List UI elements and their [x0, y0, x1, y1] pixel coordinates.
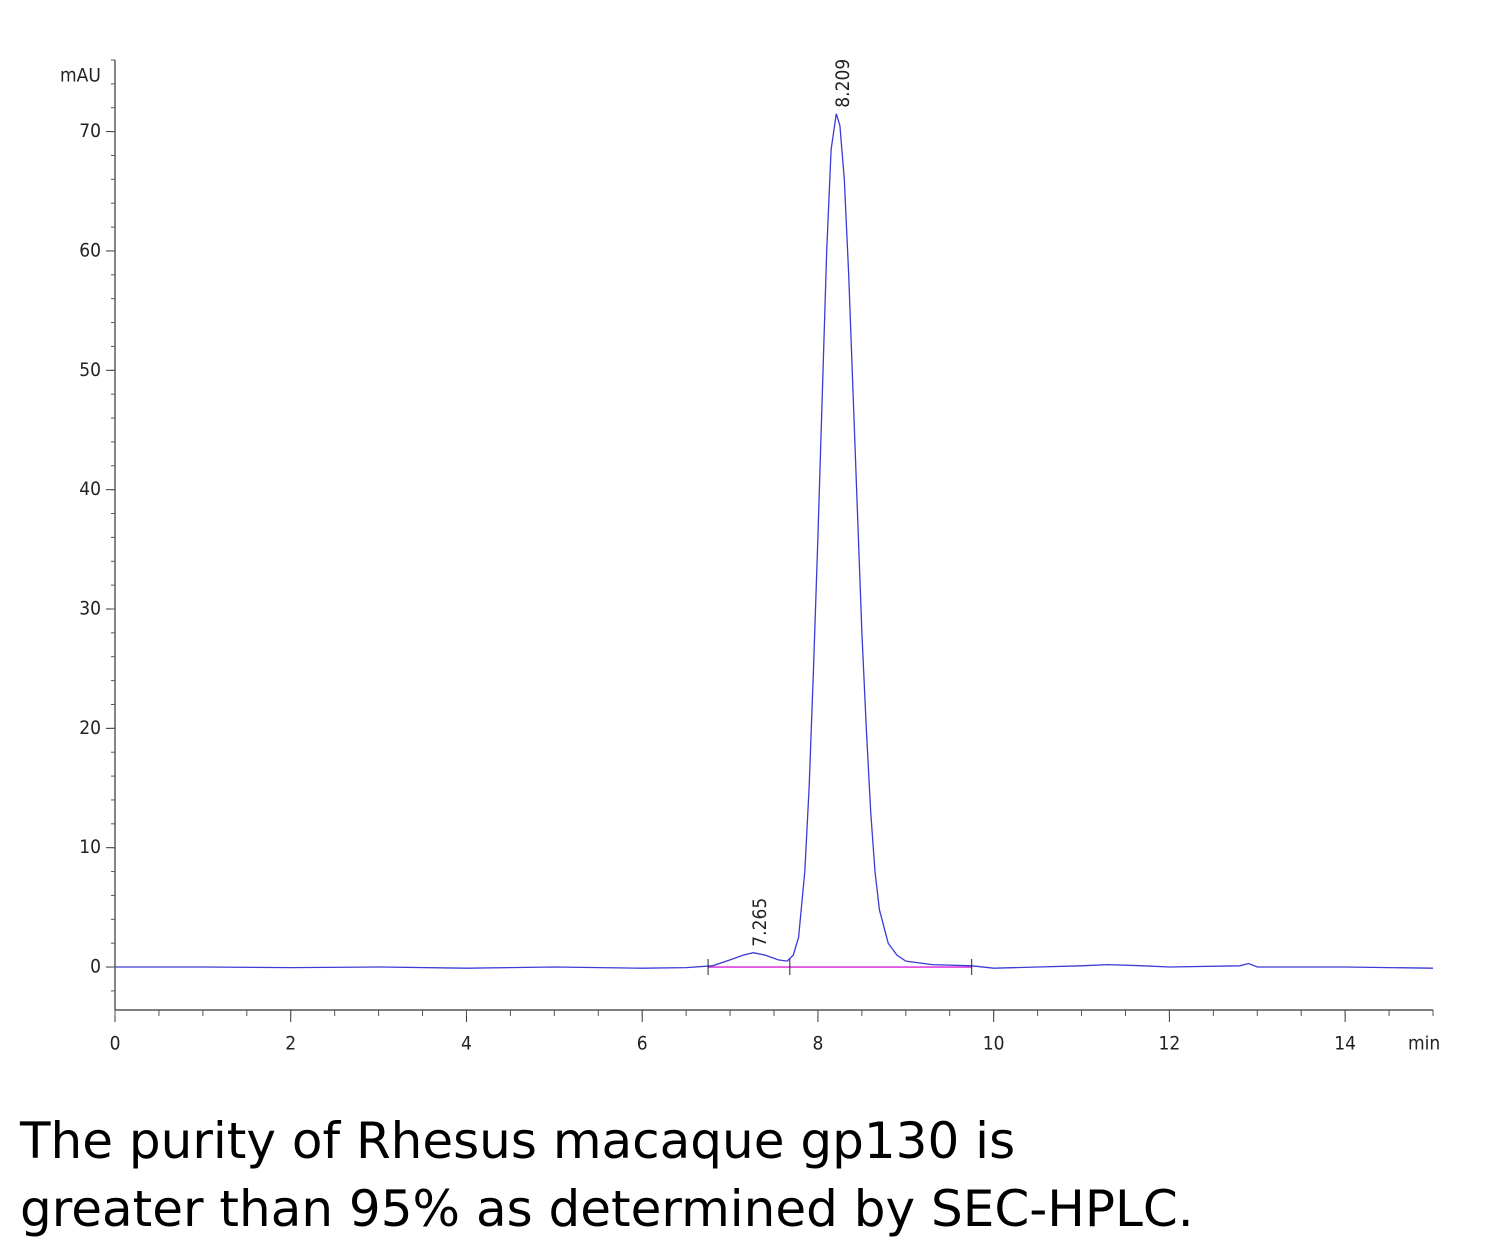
x-axis-label: min	[1408, 1033, 1440, 1055]
y-tick-label: 10	[79, 836, 101, 858]
caption-line: greater than 95% as determined by SEC-HP…	[20, 1180, 1194, 1238]
x-tick-label: 6	[637, 1033, 648, 1055]
y-tick-label: 20	[79, 717, 101, 739]
caption-line: The purity of Rhesus macaque gp130 is	[19, 1112, 1015, 1170]
x-tick-label: 0	[110, 1033, 121, 1055]
peak-label: 8.209	[832, 59, 854, 108]
y-tick-label: 0	[90, 956, 101, 978]
y-tick-label: 40	[79, 478, 101, 500]
x-tick-label: 14	[1334, 1033, 1356, 1055]
y-tick-label: 50	[79, 359, 101, 381]
trace-line	[115, 113, 1434, 969]
peak-label: 7.265	[749, 898, 771, 947]
x-tick-label: 12	[1159, 1033, 1181, 1055]
y-axis-label: mAU	[60, 65, 101, 87]
x-tick-label: 8	[812, 1033, 823, 1055]
y-tick-label: 30	[79, 597, 101, 619]
x-tick-label: 2	[285, 1033, 296, 1055]
y-tick-label: 60	[79, 239, 101, 261]
x-tick-label: 4	[461, 1033, 472, 1055]
y-tick-label: 70	[79, 120, 101, 142]
x-tick-label: 10	[983, 1033, 1005, 1055]
